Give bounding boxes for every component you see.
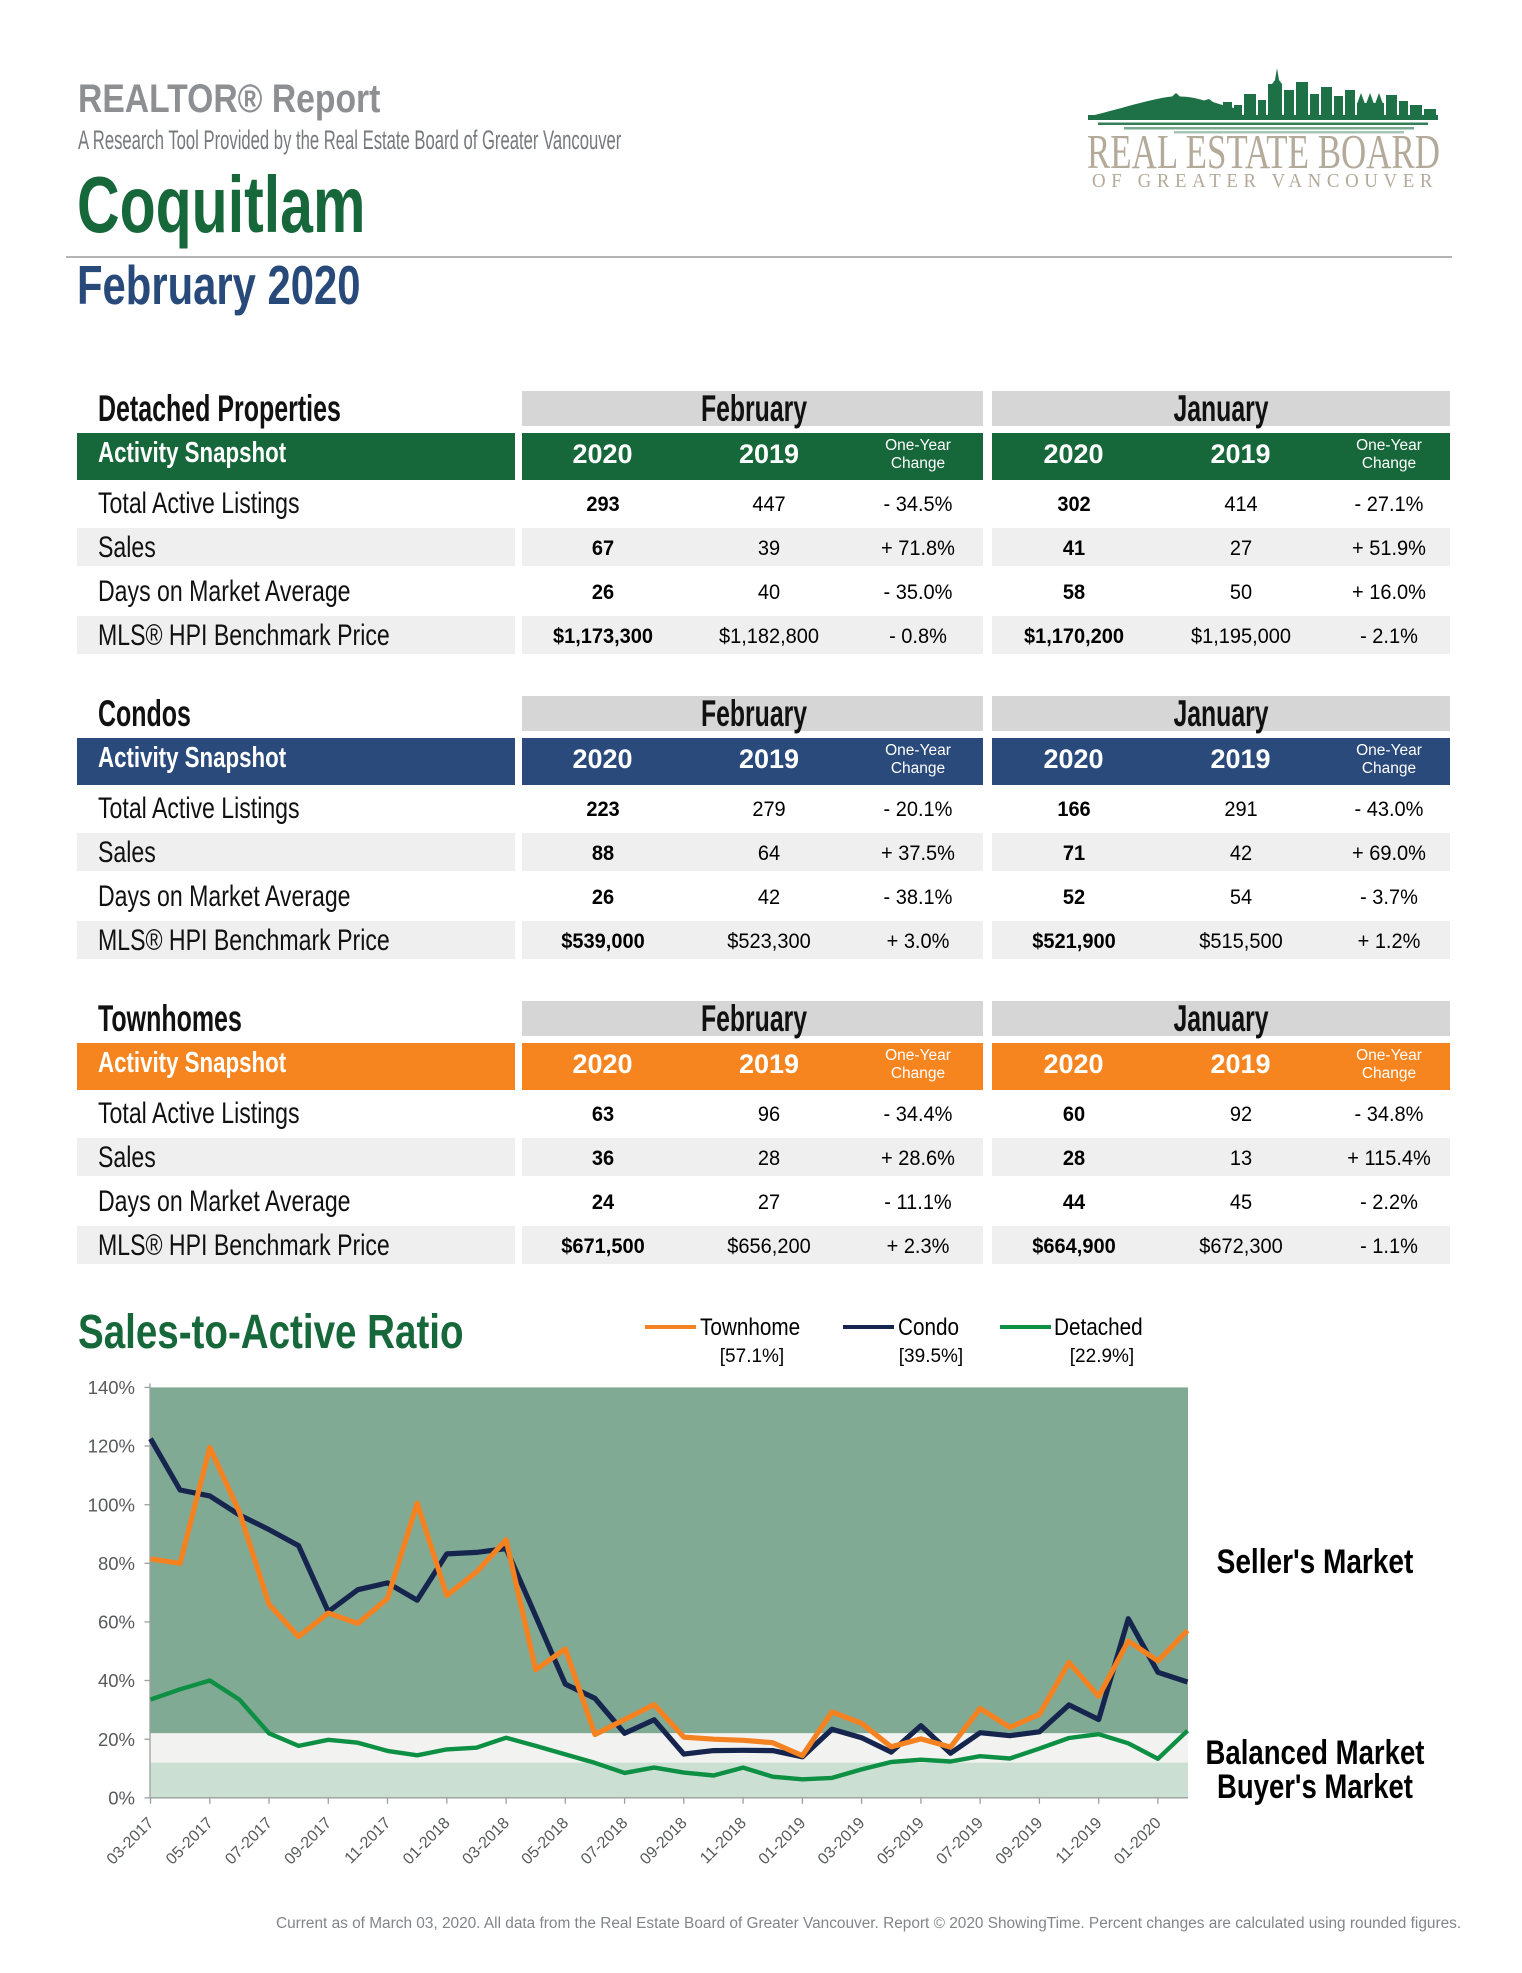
- svg-text:05-2017: 05-2017: [163, 1815, 217, 1869]
- svg-text:09-2017: 09-2017: [282, 1815, 336, 1869]
- svg-text:01-2018: 01-2018: [400, 1815, 454, 1869]
- svg-text:OF GREATER VANCOUVER: OF GREATER VANCOUVER: [1092, 170, 1438, 192]
- svg-text:11-2017: 11-2017: [342, 1815, 395, 1868]
- svg-text:40%: 40%: [98, 1670, 135, 1691]
- svg-text:09-2018: 09-2018: [637, 1815, 691, 1869]
- svg-text:01-2020: 01-2020: [1111, 1815, 1165, 1869]
- svg-text:REAL ESTATE BOARD: REAL ESTATE BOARD: [1087, 124, 1440, 179]
- svg-text:07-2019: 07-2019: [933, 1815, 987, 1869]
- svg-text:120%: 120%: [88, 1436, 135, 1457]
- svg-text:05-2018: 05-2018: [519, 1815, 573, 1869]
- svg-text:80%: 80%: [98, 1553, 135, 1574]
- svg-text:11-2019: 11-2019: [1053, 1815, 1106, 1868]
- svg-text:07-2017: 07-2017: [222, 1815, 276, 1869]
- svg-text:01-2019: 01-2019: [756, 1815, 810, 1869]
- svg-text:09-2019: 09-2019: [993, 1815, 1047, 1869]
- svg-text:0%: 0%: [108, 1788, 135, 1809]
- svg-text:20%: 20%: [98, 1729, 135, 1750]
- svg-text:03-2017: 03-2017: [104, 1815, 158, 1869]
- svg-text:03-2019: 03-2019: [815, 1815, 869, 1869]
- svg-text:11-2018: 11-2018: [697, 1815, 750, 1868]
- svg-text:05-2019: 05-2019: [874, 1815, 928, 1869]
- svg-text:100%: 100%: [88, 1494, 135, 1515]
- svg-text:60%: 60%: [98, 1612, 135, 1633]
- svg-text:140%: 140%: [88, 1377, 135, 1398]
- svg-text:03-2018: 03-2018: [459, 1815, 513, 1869]
- svg-text:07-2018: 07-2018: [578, 1815, 632, 1869]
